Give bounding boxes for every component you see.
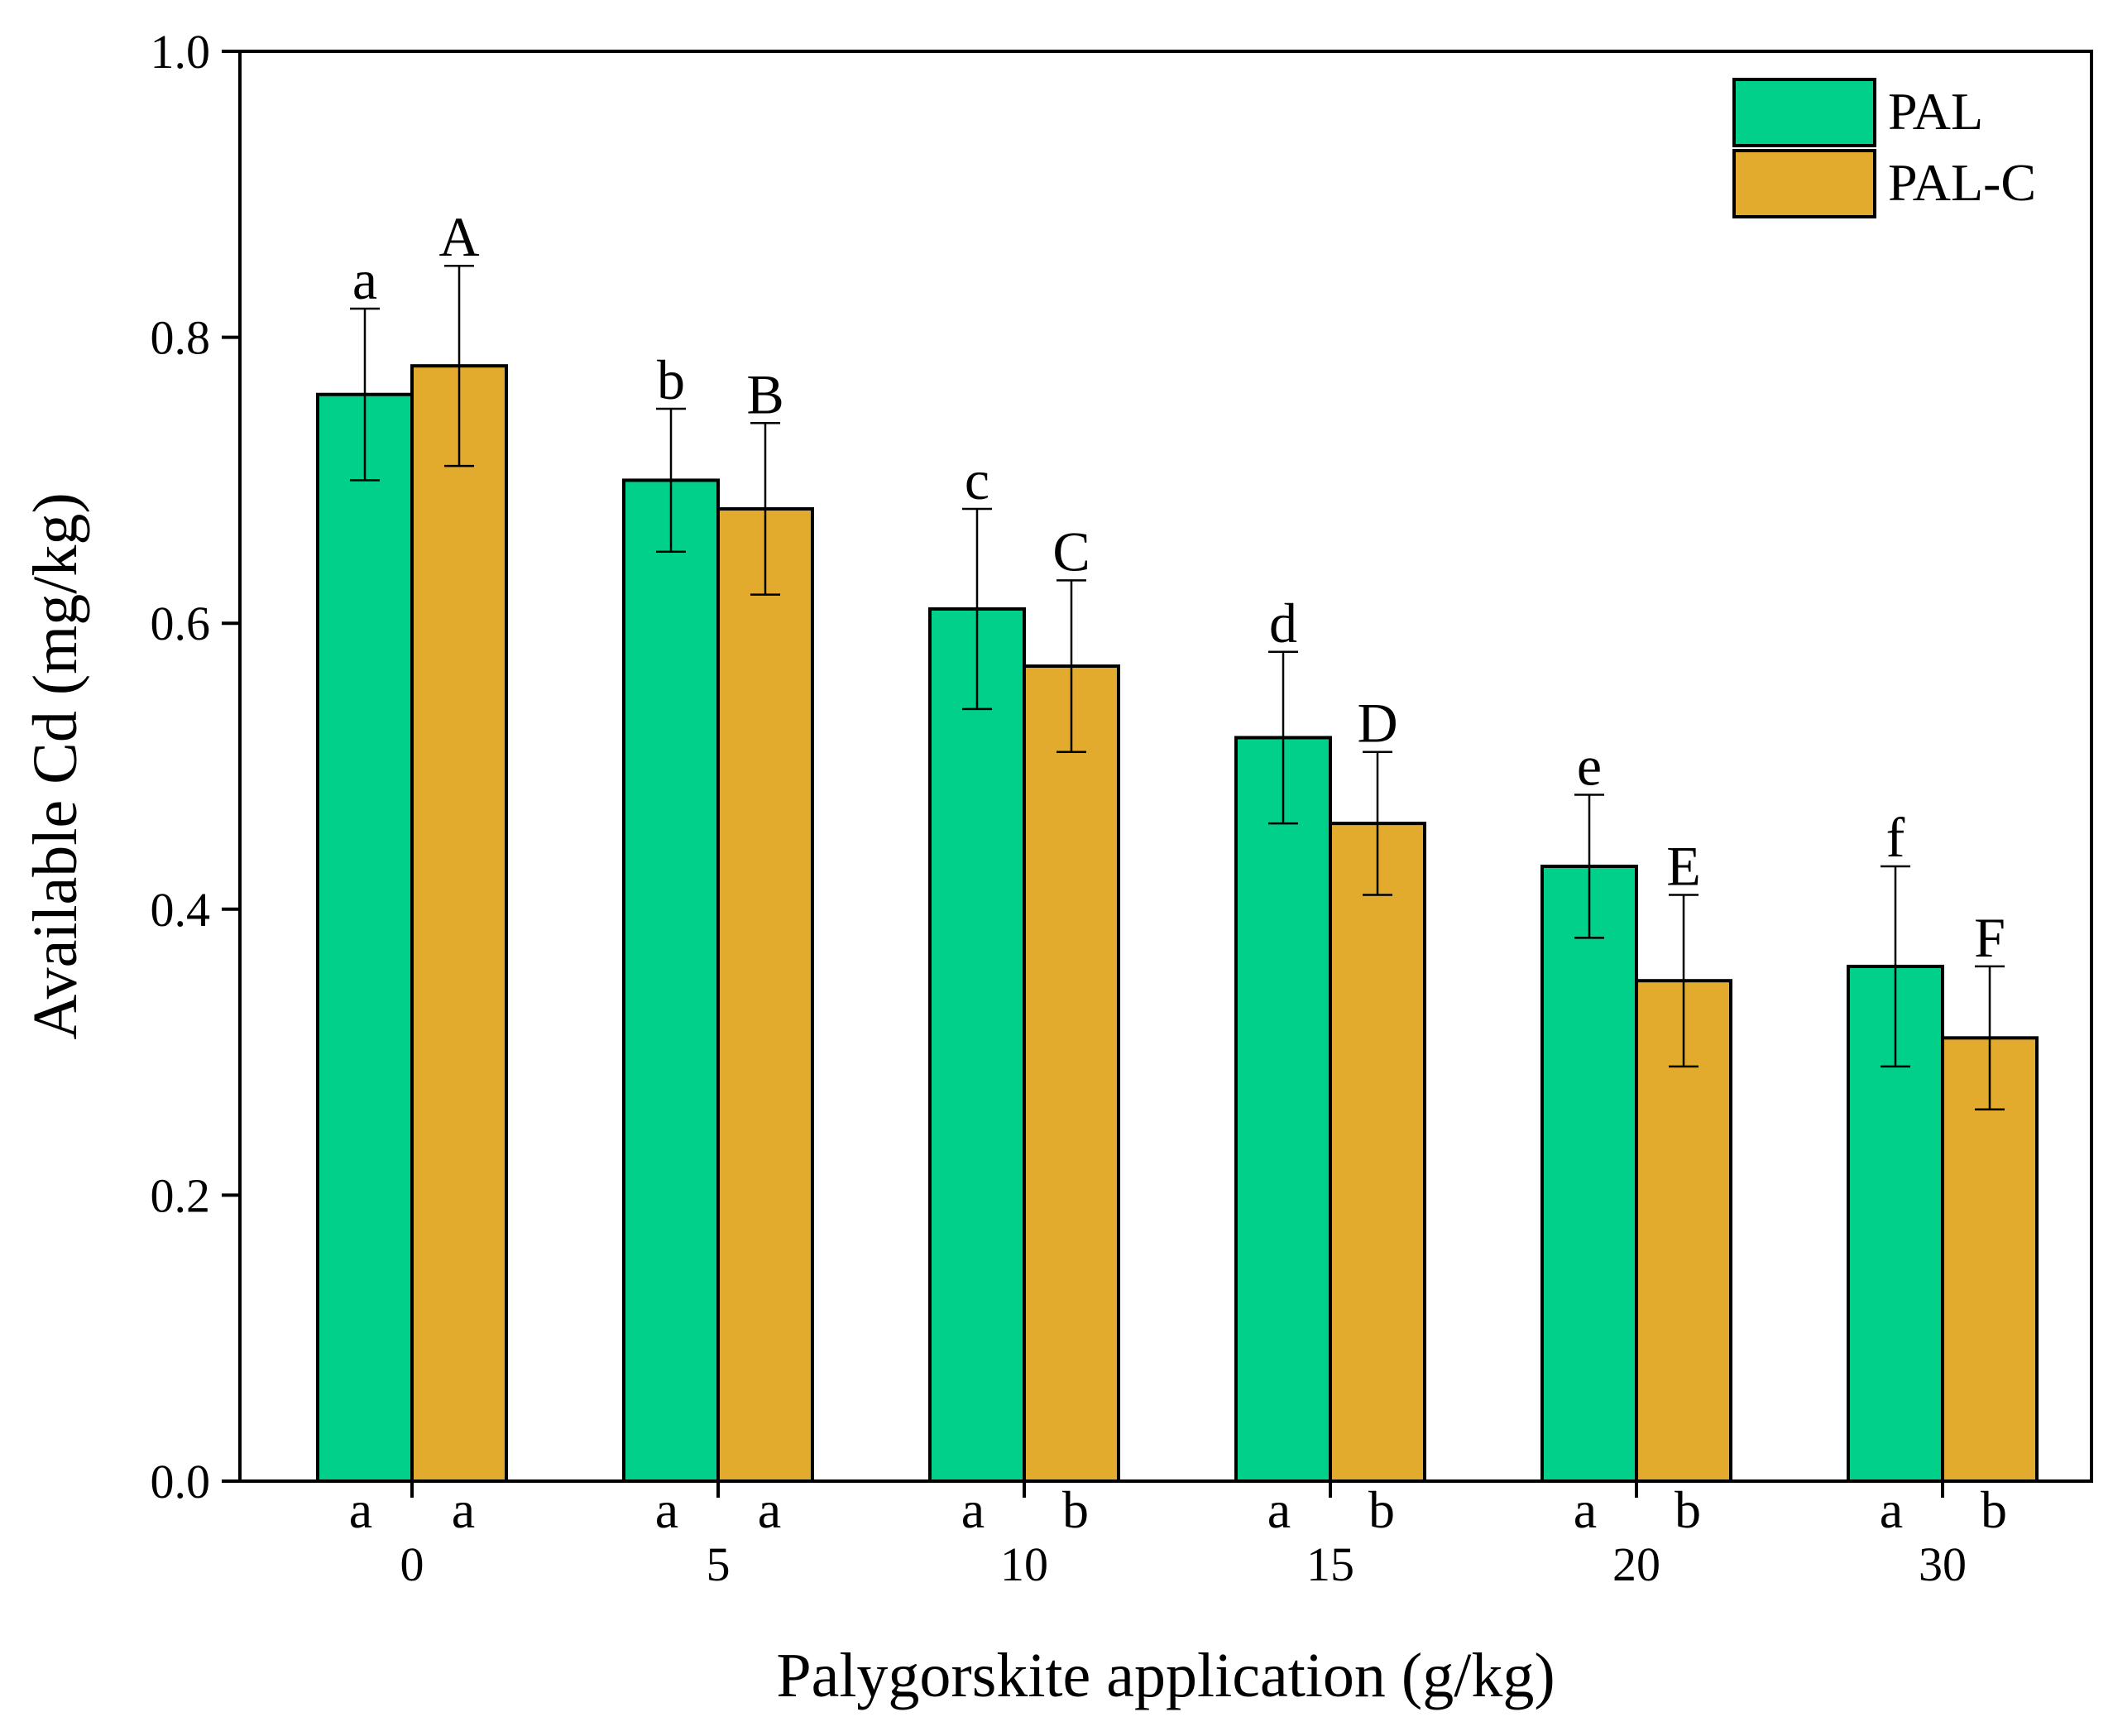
y-tick-label: 0.6 [151, 597, 211, 650]
bar-pal-20 [1540, 864, 1638, 1483]
error-bar-pal-20 [1574, 794, 1604, 939]
y-axis-title: Available Cd (mg/kg) [21, 492, 90, 1039]
x-tick-label: 0 [400, 1537, 424, 1591]
error-bar-pal-30 [1881, 865, 1910, 1068]
x-axis-title: Palygorskite application (g/kg) [776, 1641, 1555, 1710]
x-tick-label: 20 [1612, 1537, 1660, 1591]
legend-item-pal: PAL [1732, 78, 1983, 147]
pair-letter-pal-0: a [349, 1480, 372, 1539]
legend-swatch [1732, 78, 1876, 147]
bar-pal-15 [1234, 736, 1332, 1483]
significance-letter-pal-c-0: A [438, 205, 479, 268]
error-bar-pal-c-20 [1669, 894, 1699, 1068]
bar-pal-c-15 [1329, 822, 1426, 1483]
bar-pal-c-0 [410, 364, 508, 1483]
error-bar-pal-c-30 [1975, 965, 2005, 1110]
significance-letter-pal-c-15: D [1357, 692, 1397, 755]
x-tick-label: 10 [1000, 1537, 1048, 1591]
y-tick-label: 0.0 [151, 1455, 211, 1508]
significance-letter-pal-15: d [1269, 592, 1297, 655]
legend-label: PAL [1888, 82, 1983, 141]
error-bar-pal-c-10 [1056, 579, 1086, 753]
axes-layer [222, 50, 2093, 1498]
y-tick-label: 1.0 [151, 25, 211, 79]
error-bars-layer [350, 264, 2005, 1110]
legend-item-pal-c: PAL-C [1732, 149, 2036, 218]
significance-letter-pal-20: e [1577, 735, 1602, 798]
x-tick-label: 5 [707, 1537, 731, 1591]
pair-letter-palc-15: b [1368, 1480, 1395, 1539]
error-bar-pal-c-15 [1363, 751, 1392, 896]
y-tick-label: 0.4 [151, 883, 211, 937]
x-tick-label: 15 [1306, 1537, 1354, 1591]
pair-letter-pal-15: a [1267, 1480, 1291, 1539]
pair-letter-pal-20: a [1574, 1480, 1597, 1539]
pair-letter-pal-30: a [1880, 1480, 1903, 1539]
pair-letter-pal-10: a [961, 1480, 985, 1539]
y-tick-label: 0.8 [151, 311, 211, 365]
significance-letter-pal-c-5: B [746, 362, 783, 425]
bar-pal-c-10 [1023, 664, 1120, 1483]
significance-letter-pal-c-10: C [1052, 520, 1090, 583]
pair-letter-palc-10: b [1062, 1480, 1089, 1539]
pair-letter-pal-5: a [655, 1480, 678, 1539]
pair-letter-palc-5: a [758, 1480, 781, 1539]
legend-swatch [1732, 149, 1876, 218]
significance-letter-pal-5: b [657, 348, 685, 411]
legend: PAL PAL-C [1732, 78, 2036, 218]
pair-letter-palc-0: a [452, 1480, 475, 1539]
significance-letter-pal-c-20: E [1666, 835, 1701, 898]
error-bar-pal-15 [1268, 650, 1298, 825]
bar-pal-10 [928, 607, 1026, 1483]
error-bar-pal-c-0 [444, 264, 474, 468]
significance-letter-pal-c-30: F [1974, 906, 2005, 969]
y-tick-label: 0.2 [151, 1168, 211, 1222]
error-bar-pal-0 [350, 307, 380, 482]
pair-letter-palc-20: b [1675, 1480, 1701, 1539]
error-bar-pal-10 [962, 507, 992, 711]
bars-layer [316, 364, 2039, 1484]
legend-label: PAL-C [1888, 153, 2036, 212]
error-bar-pal-5 [656, 407, 686, 554]
bar-pal-0 [316, 392, 414, 1484]
significance-letter-pal-30: f [1886, 806, 1905, 869]
plot-frame [238, 50, 2093, 1483]
bar-pal-c-5 [716, 506, 814, 1484]
bar-pal-5 [622, 478, 720, 1483]
error-bar-pal-c-5 [750, 422, 780, 596]
significance-letter-pal-0: a [352, 248, 377, 311]
x-tick-label: 30 [1919, 1537, 1967, 1591]
significance-letter-pal-10: c [965, 448, 989, 511]
pair-letter-palc-30: b [1981, 1480, 2007, 1539]
